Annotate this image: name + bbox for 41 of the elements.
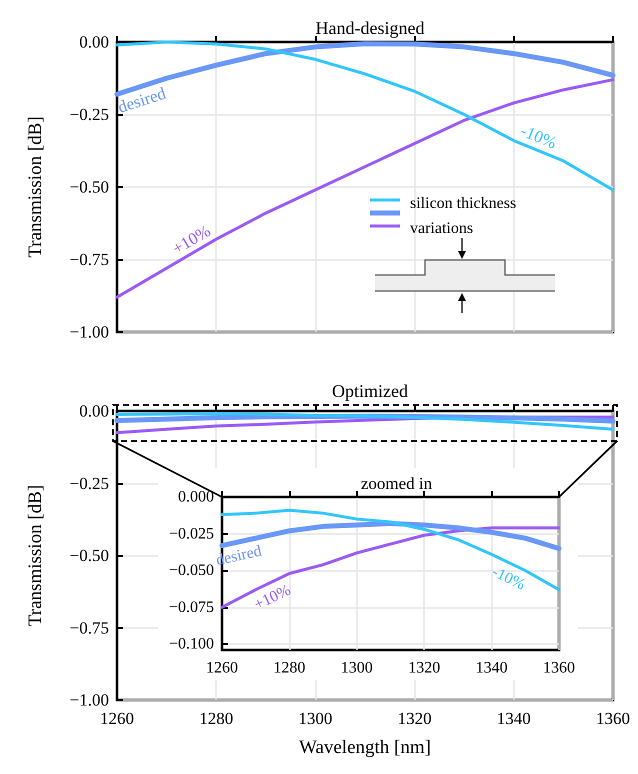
x-tick-label: 1280 xyxy=(199,709,234,728)
y-tick-label: −0.75 xyxy=(70,250,109,269)
y-axis-title: Transmission [dB] xyxy=(25,116,46,258)
x-tick-label: 1320 xyxy=(398,709,432,728)
line-series xyxy=(116,78,614,299)
x-tick-label: 1340 xyxy=(496,709,531,728)
y-tick-label: −0.100 xyxy=(168,636,214,653)
y-tick-label: 0.00 xyxy=(79,32,109,52)
x-tick-label: 1340 xyxy=(476,660,508,676)
x-tick-label: 1280 xyxy=(273,660,306,676)
x-tick-label: 1260 xyxy=(100,709,134,728)
y-tick-label: −0.25 xyxy=(70,474,109,493)
y-tick-label: 0.000 xyxy=(178,488,214,506)
x-tick-label: 1300 xyxy=(340,660,373,676)
y-tick-label: −1.00 xyxy=(70,690,109,710)
y-tick-label: −0.25 xyxy=(70,105,109,124)
text: desired xyxy=(214,542,264,570)
x-tick-label: 1360 xyxy=(543,660,575,676)
chart-title: Hand-designed xyxy=(316,18,424,38)
y-tick-label: 0.00 xyxy=(79,402,109,420)
y-tick-label: −0.025 xyxy=(168,525,214,542)
chart-title: Optimized xyxy=(332,381,408,401)
y-tick-label: −0.075 xyxy=(168,598,214,616)
y-axis-title: Transmission [dB] xyxy=(25,484,46,626)
text: -10% xyxy=(489,563,528,594)
x-tick-label: 1300 xyxy=(298,709,332,728)
x-tick-label: 1320 xyxy=(408,660,440,676)
x-axis-title: Wavelength [nm] xyxy=(299,737,431,758)
y-tick-label: −0.75 xyxy=(70,618,109,638)
x-tick-label: 1360 xyxy=(596,709,630,728)
text: desired xyxy=(116,84,169,117)
y-tick-label: −1.00 xyxy=(70,322,109,342)
y-tick-label: −0.050 xyxy=(168,562,214,580)
y-tick-label: −0.50 xyxy=(70,178,109,196)
x-tick-label: 1260 xyxy=(206,660,238,676)
y-tick-label: −0.50 xyxy=(70,546,109,565)
annotation: silicon thickness variations xyxy=(410,195,520,237)
text: -10% xyxy=(518,120,560,153)
text: +10% xyxy=(169,221,214,258)
text: +10% xyxy=(252,582,294,614)
chart-title: zoomed in xyxy=(360,474,433,493)
